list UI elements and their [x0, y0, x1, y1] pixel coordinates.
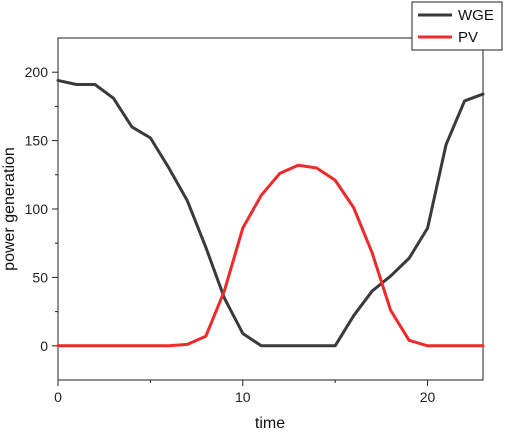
y-tick-label: 200 — [25, 64, 49, 80]
series-line-wge — [56, 78, 485, 348]
x-axis-label: time — [255, 415, 285, 432]
x-tick-label: 20 — [420, 389, 436, 405]
y-axis-label: power generation — [1, 147, 18, 271]
y-tick-label: 150 — [25, 133, 49, 149]
axis-ticks: 0 50 100 150 200 0 10 20 — [25, 64, 436, 405]
y-tick-label: 50 — [32, 269, 48, 285]
series-lines — [56, 78, 485, 348]
x-tick-label: 10 — [235, 389, 251, 405]
legend-label-pv: PV — [458, 29, 478, 46]
plot-frame — [57, 37, 484, 381]
y-tick-label: 100 — [25, 201, 49, 217]
legend: WGE PV — [411, 1, 503, 51]
legend-label-wge: WGE — [458, 7, 494, 24]
x-tick-label: 0 — [54, 389, 62, 405]
y-tick-label: 0 — [40, 338, 48, 354]
legend-box — [411, 1, 503, 51]
series-line-pv — [56, 163, 485, 348]
